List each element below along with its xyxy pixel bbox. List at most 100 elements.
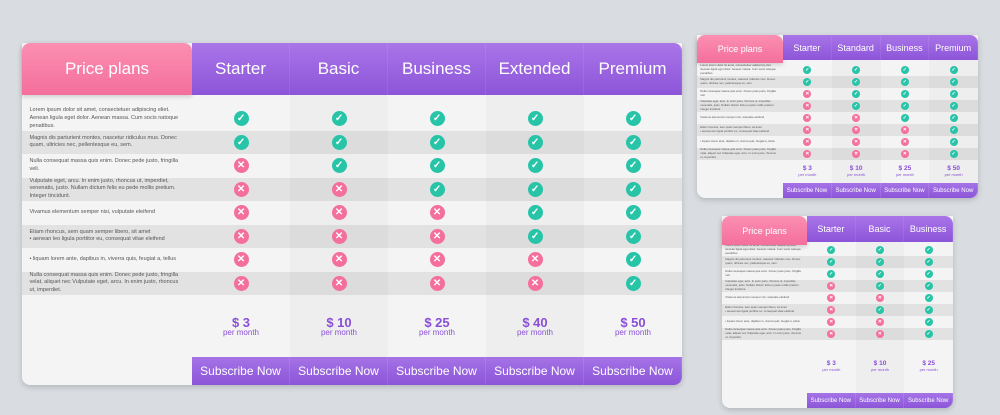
cross-icon: ✕ (852, 114, 861, 122)
feature-cell: ✕ (832, 124, 881, 136)
subscribe-button[interactable]: Subscribe Now (904, 393, 953, 408)
feature-cell: ✕ (881, 148, 930, 160)
check-icon: ✓ (429, 181, 445, 197)
feature-cell: ✓ (904, 316, 953, 328)
feature-label: Magnis dis parturient montes, nascetur r… (700, 77, 776, 85)
plan-column-standard: Standard ✓ ✓ ✓ ✓ ✕ ✕ ✕ ✕ $ 10 per month Subscribe N… (831, 35, 881, 198)
feature-label: Magnis dis parturient montes, nascetur r… (29, 134, 177, 149)
cross-icon: ✕ (527, 252, 543, 268)
cross-icon: ✕ (900, 150, 909, 158)
subscribe-button[interactable]: Subscribe Now (855, 393, 905, 408)
cross-icon: ✕ (331, 181, 347, 197)
feature-cell: ✓ (584, 154, 682, 178)
check-icon: ✓ (900, 66, 909, 74)
check-icon: ✓ (924, 294, 933, 302)
cross-icon: ✕ (852, 138, 861, 146)
feature-label: Nulla consequat massa quis enim. Donec p… (725, 327, 801, 339)
feature-cell: ✕ (486, 272, 584, 296)
price-period: per month (822, 366, 841, 372)
check-icon: ✓ (331, 134, 347, 150)
subscribe-button[interactable]: Subscribe Now (831, 183, 881, 198)
feature-cell: ✓ (929, 136, 978, 148)
feature-cell: ✕ (856, 316, 905, 328)
feature-row: Nulla consequat massa quis enim. Donec p… (22, 154, 682, 178)
check-icon: ✓ (827, 246, 836, 254)
cross-icon: ✕ (233, 181, 249, 197)
plan-name: Basic (855, 216, 905, 242)
feature-label: Vulputate eget, arcu. In enim justo, rho… (29, 177, 176, 200)
plan-price: $ 10 per month (290, 316, 388, 337)
feature-cell: ✓ (388, 154, 486, 178)
check-icon: ✓ (625, 205, 641, 221)
check-icon: ✓ (625, 275, 641, 291)
subscribe-button[interactable]: Subscribe Now (388, 357, 486, 385)
feature-row: Vivamus elementum semper nisi, vulputate… (22, 201, 682, 225)
cross-icon: ✕ (331, 205, 347, 221)
plan-price: $ 25 per month (904, 361, 953, 372)
check-icon: ✓ (900, 114, 909, 122)
cross-icon: ✕ (827, 294, 836, 302)
check-icon: ✓ (949, 66, 958, 74)
feature-cell: ✓ (486, 131, 584, 155)
check-icon: ✓ (924, 270, 933, 278)
subscribe-button[interactable]: Subscribe Now (192, 357, 290, 385)
subscribe-button[interactable]: Subscribe Now (929, 183, 978, 198)
feature-cell: ✓ (584, 178, 682, 202)
feature-row: Lorem ipsum dolor sit amet, consectetuer… (22, 107, 682, 131)
subscribe-button[interactable]: Subscribe Now (807, 393, 856, 408)
plan-name: Business (880, 35, 930, 60)
check-icon: ✓ (429, 111, 445, 127)
feature-cell: ✓ (807, 268, 856, 280)
price-amount: $ 3 (826, 360, 836, 368)
plan-name: Business (904, 216, 953, 242)
feature-cell: ✕ (807, 304, 856, 316)
check-icon: ✓ (924, 318, 933, 326)
subscribe-button[interactable]: Subscribe Now (783, 183, 832, 198)
cross-icon: ✕ (429, 252, 445, 268)
feature-cell: ✓ (881, 64, 930, 76)
price-period: per month (895, 171, 914, 177)
price-period: per month (919, 366, 938, 372)
feature-cell: ✓ (856, 268, 905, 280)
price-period: per month (222, 327, 260, 337)
check-icon: ✓ (625, 252, 641, 268)
price-amount: $ 40 (522, 314, 548, 330)
cross-icon: ✕ (527, 275, 543, 291)
plan-column-business: Business ✓ ✓ ✓ ✓ ✕ ✕ ✕ ✕ $ 25 per month Subscribe N… (388, 43, 486, 385)
feature-row: Vulputate eget, arcu. In enim justo, rho… (22, 177, 682, 201)
feature-label: • liquam lorem ante, dapibus in, viverra… (725, 319, 800, 324)
feature-cell: ✓ (881, 88, 930, 100)
subscribe-button[interactable]: Subscribe Now (584, 357, 682, 385)
feature-cell: ✕ (388, 272, 486, 296)
feature-label: Vivamus elementum semper nisi, vulputate… (29, 208, 156, 215)
feature-cell: ✓ (584, 225, 682, 249)
check-icon: ✓ (625, 158, 641, 174)
feature-cell: ✕ (832, 136, 881, 148)
cross-icon: ✕ (803, 150, 812, 158)
cross-icon: ✕ (827, 282, 836, 290)
subscribe-button[interactable]: Subscribe Now (880, 183, 930, 198)
feature-cell: ✕ (832, 112, 881, 124)
feature-cell: ✓ (486, 178, 584, 202)
feature-cell: ✓ (929, 100, 978, 112)
feature-cell: ✓ (929, 76, 978, 88)
subscribe-button[interactable]: Subscribe Now (486, 357, 584, 385)
check-icon: ✓ (827, 258, 836, 266)
check-icon: ✓ (924, 246, 933, 254)
subscribe-button[interactable]: Subscribe Now (290, 357, 388, 385)
cross-icon: ✕ (803, 90, 812, 98)
price-plans-title: Price plans (697, 35, 783, 63)
plan-column-premium: Premium ✓ ✓ ✓ ✓ ✓ ✓ ✓ ✓ $ 50 per month Subscribe No… (584, 43, 682, 385)
check-icon: ✓ (625, 181, 641, 197)
cross-icon: ✕ (803, 138, 812, 146)
feature-cell: ✓ (783, 76, 832, 88)
price-period: per month (516, 327, 554, 337)
feature-cell: ✕ (192, 178, 290, 202)
feature-cell: ✓ (290, 154, 388, 178)
plan-column-basic: Basic ✓ ✓ ✓ ✕ ✕ ✕ ✕ ✕ $ 10 per month Subscribe Now (290, 43, 388, 385)
cross-icon: ✕ (429, 275, 445, 291)
feature-cell: ✓ (904, 280, 953, 292)
plan-name: Extended (486, 43, 584, 95)
feature-row: • liquam lorem ante, dapibus in, viverra… (22, 248, 682, 272)
feature-label: Nulla consequat massa quis enim. Donec p… (700, 147, 776, 159)
